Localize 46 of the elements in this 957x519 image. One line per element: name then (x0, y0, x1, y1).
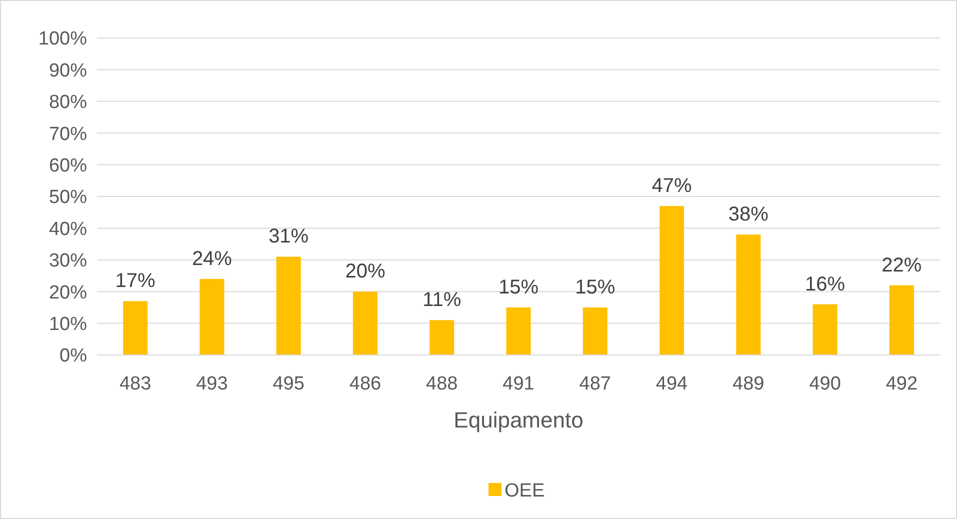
y-tick-label: 90% (48, 60, 88, 82)
y-tick-label: 50% (48, 187, 88, 208)
bar (276, 256, 301, 355)
bar (506, 307, 531, 355)
y-tick-label: 0% (60, 346, 88, 367)
text: 20% (345, 260, 386, 283)
bar (200, 278, 224, 355)
text: 15% (575, 276, 616, 298)
x-tick-label: 492 (886, 374, 918, 395)
text: 16% (805, 273, 846, 296)
y-tick-label: 70% (48, 124, 88, 145)
x-tick-label: 493 (196, 374, 228, 395)
y-tick-label: 10% (48, 314, 88, 335)
x-tick-label: 487 (579, 374, 611, 395)
legend-label: OEE (504, 480, 545, 502)
y-tick-label: 40% (48, 218, 88, 240)
text: 22% (882, 254, 922, 276)
x-tick-label: 490 (809, 374, 841, 395)
text: 24% (192, 248, 232, 270)
y-tick-label: 60% (48, 155, 88, 176)
bar (352, 292, 378, 355)
x-tick-label: 495 (272, 374, 304, 395)
bar (889, 285, 914, 355)
text: 11% (422, 289, 462, 312)
bar (430, 320, 454, 355)
y-tick-label: 100% (38, 28, 88, 50)
x-tick-label: 489 (732, 374, 764, 395)
bar (582, 307, 608, 355)
text: 15% (498, 276, 539, 298)
text: 38% (728, 204, 768, 226)
y-tick-label: 20% (48, 282, 88, 304)
bar (123, 301, 148, 355)
x-tick-label: 491 (502, 374, 534, 395)
x-axis-title: Equipamento (454, 408, 584, 433)
y-tick-label: 30% (48, 250, 88, 272)
bar (812, 304, 838, 355)
text: 31% (268, 226, 309, 248)
x-tick-label: 494 (656, 374, 688, 395)
x-tick-label: 483 (119, 374, 152, 395)
bar (660, 206, 684, 355)
y-tick-label: 80% (48, 92, 88, 114)
text: 47% (652, 175, 692, 198)
text: 17% (115, 270, 156, 292)
bar (736, 234, 761, 355)
x-tick-label: 488 (426, 374, 458, 395)
x-tick-label: 486 (349, 374, 382, 395)
